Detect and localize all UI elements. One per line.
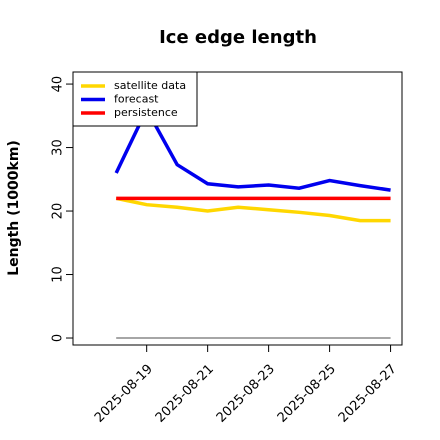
legend-label: persistence	[114, 106, 178, 119]
chart-title: Ice edge length	[159, 27, 317, 48]
x-tick-label: 2025-08-19	[92, 362, 156, 426]
y-tick-label: 10	[51, 266, 66, 283]
y-tick-label: 30	[51, 139, 66, 156]
x-tick-label: 2025-08-27	[336, 362, 400, 426]
y-tick-label: 40	[51, 76, 66, 93]
y-tick-label: 20	[51, 203, 66, 220]
legend-label: forecast	[114, 93, 159, 106]
x-tick-label: 2025-08-23	[214, 362, 278, 426]
series-line	[114, 105, 391, 192]
y-tick-label: 0	[51, 334, 66, 342]
x-tick-label: 2025-08-25	[275, 362, 339, 426]
x-tick-label: 2025-08-21	[153, 362, 217, 426]
legend-label: satellite data	[114, 79, 186, 92]
plot-frame	[72, 71, 403, 346]
y-axis-label: Length (1000km)	[6, 140, 22, 276]
series-line	[115, 196, 391, 223]
